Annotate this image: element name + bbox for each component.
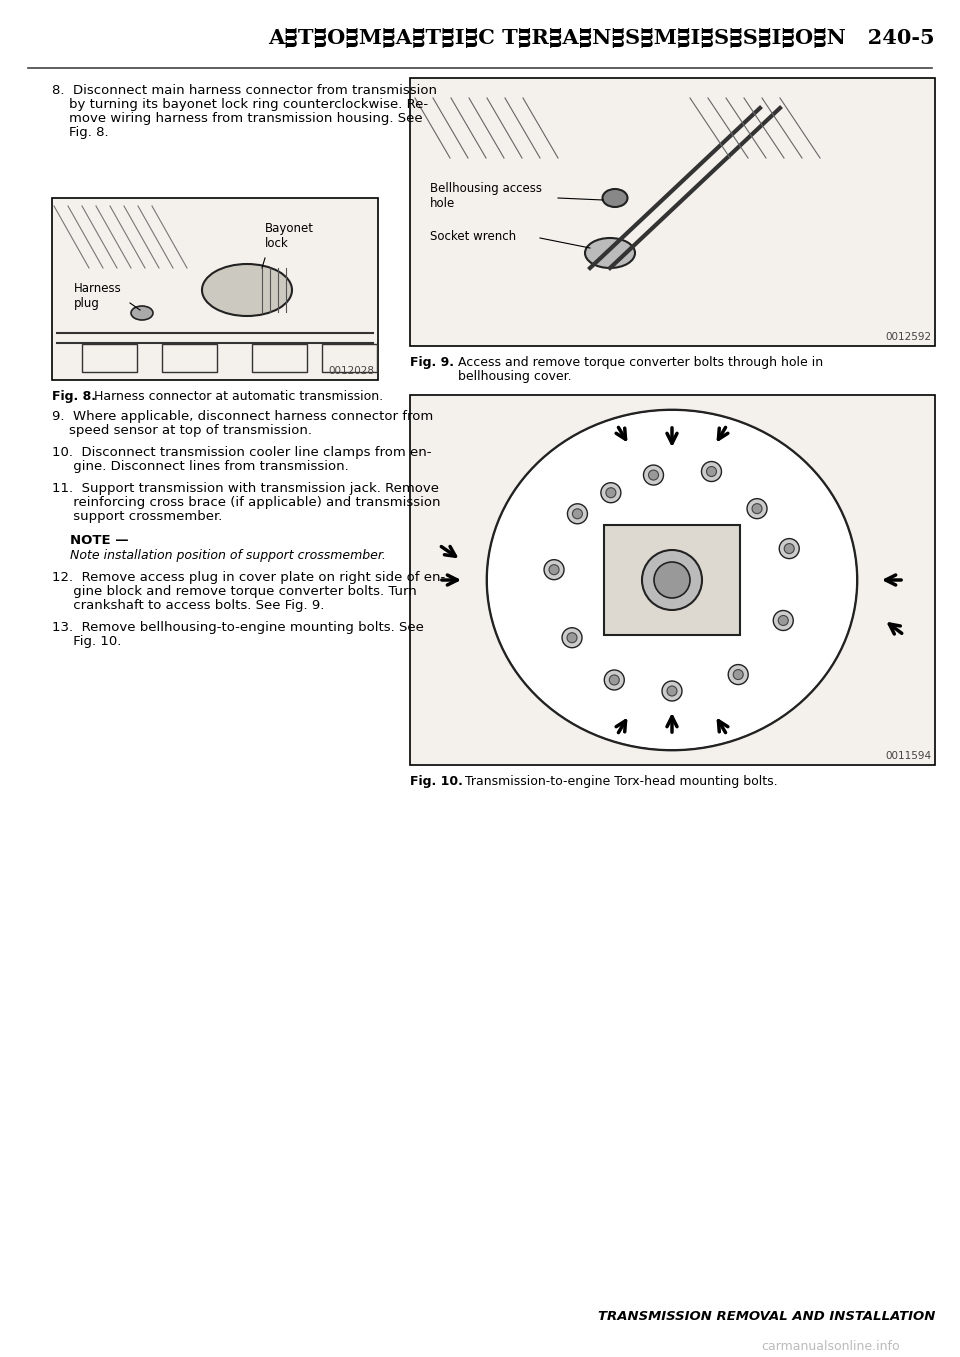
Ellipse shape <box>585 237 635 267</box>
Text: crankshaft to access bolts. See Fig. 9.: crankshaft to access bolts. See Fig. 9. <box>52 598 324 612</box>
Bar <box>410 395 935 765</box>
Bar <box>52 198 378 380</box>
Circle shape <box>643 465 663 484</box>
Text: NOTE —: NOTE — <box>70 535 129 547</box>
Circle shape <box>784 544 794 554</box>
Text: Harness connector at automatic transmission.: Harness connector at automatic transmiss… <box>94 389 383 403</box>
Text: speed sensor at top of transmission.: speed sensor at top of transmission. <box>52 423 312 437</box>
Text: 12.  Remove access plug in cover plate on right side of en-: 12. Remove access plug in cover plate on… <box>52 571 445 584</box>
Circle shape <box>649 470 659 480</box>
Circle shape <box>549 565 559 574</box>
Text: Fig. 9.: Fig. 9. <box>410 356 454 369</box>
Text: 13.  Remove bellhousing-to-engine mounting bolts. See: 13. Remove bellhousing-to-engine mountin… <box>52 622 424 634</box>
Text: Socket wrench: Socket wrench <box>430 229 516 243</box>
Text: Bellhousing access
hole: Bellhousing access hole <box>430 182 542 210</box>
Circle shape <box>662 681 682 702</box>
Ellipse shape <box>603 189 628 208</box>
Ellipse shape <box>131 305 153 320</box>
Circle shape <box>567 503 588 524</box>
Text: Access and remove torque converter bolts through hole in: Access and remove torque converter bolts… <box>458 356 823 369</box>
Text: Fig. 8.: Fig. 8. <box>52 389 96 403</box>
Bar <box>162 345 217 372</box>
Circle shape <box>562 628 582 647</box>
Circle shape <box>642 550 702 611</box>
Text: 0011594: 0011594 <box>885 750 931 761</box>
Text: gine block and remove torque converter bolts. Turn: gine block and remove torque converter b… <box>52 585 417 598</box>
Text: Fig. 8.: Fig. 8. <box>52 126 108 138</box>
Text: TRANSMISSION REMOVAL AND INSTALLATION: TRANSMISSION REMOVAL AND INSTALLATION <box>598 1310 935 1323</box>
Text: 8.  Disconnect main harness connector from transmission: 8. Disconnect main harness connector fro… <box>52 84 437 96</box>
Ellipse shape <box>488 411 856 749</box>
Circle shape <box>707 467 716 476</box>
Circle shape <box>780 539 800 559</box>
Circle shape <box>654 562 690 598</box>
Text: bellhousing cover.: bellhousing cover. <box>458 370 571 383</box>
Text: 10.  Disconnect transmission cooler line clamps from en-: 10. Disconnect transmission cooler line … <box>52 446 431 459</box>
Text: AᴟTᴟOᴟMᴟAᴟTᴟIᴟC TᴟRᴟAᴟNᴟSᴟMᴟIᴟSᴟSᴟIᴟOᴟN   240-5: AᴟTᴟOᴟMᴟAᴟTᴟIᴟC TᴟRᴟAᴟNᴟSᴟMᴟIᴟSᴟSᴟIᴟOᴟN … <box>269 28 935 47</box>
Circle shape <box>729 665 748 684</box>
Text: Fig. 10.: Fig. 10. <box>52 635 121 649</box>
Circle shape <box>779 616 788 626</box>
Bar <box>322 345 377 372</box>
Circle shape <box>733 669 743 680</box>
Text: Harness
plug: Harness plug <box>74 282 122 309</box>
Circle shape <box>567 632 577 643</box>
Text: carmanualsonline.info: carmanualsonline.info <box>761 1339 900 1353</box>
Circle shape <box>667 687 677 696</box>
Text: 9.  Where applicable, disconnect harness connector from: 9. Where applicable, disconnect harness … <box>52 410 433 423</box>
Circle shape <box>752 503 762 514</box>
Text: Fig. 10.: Fig. 10. <box>410 775 463 788</box>
Ellipse shape <box>202 265 292 316</box>
Text: move wiring harness from transmission housing. See: move wiring harness from transmission ho… <box>52 113 422 125</box>
Bar <box>82 345 137 372</box>
Text: Bayonet
lock: Bayonet lock <box>265 223 314 250</box>
Text: by turning its bayonet lock ring counterclockwise. Re-: by turning its bayonet lock ring counter… <box>52 98 428 111</box>
Circle shape <box>604 670 624 689</box>
Circle shape <box>601 483 621 502</box>
Text: 0012028: 0012028 <box>328 366 374 376</box>
Text: gine. Disconnect lines from transmission.: gine. Disconnect lines from transmission… <box>52 460 348 474</box>
Bar <box>252 345 307 372</box>
Text: 11.  Support transmission with transmission jack. Remove: 11. Support transmission with transmissi… <box>52 482 439 495</box>
Bar <box>604 525 740 635</box>
Text: Transmission-to-engine Torx-head mounting bolts.: Transmission-to-engine Torx-head mountin… <box>465 775 778 788</box>
Text: reinforcing cross brace (if applicable) and transmission: reinforcing cross brace (if applicable) … <box>52 497 441 509</box>
Text: 0012592: 0012592 <box>885 332 931 342</box>
Circle shape <box>544 559 564 579</box>
Text: support crossmember.: support crossmember. <box>52 510 223 522</box>
Circle shape <box>747 498 767 518</box>
Circle shape <box>610 674 619 685</box>
Text: Note installation position of support crossmember.: Note installation position of support cr… <box>70 550 386 562</box>
Bar <box>410 77 935 346</box>
Circle shape <box>702 461 722 482</box>
Circle shape <box>773 611 793 631</box>
Circle shape <box>606 487 616 498</box>
Circle shape <box>572 509 583 518</box>
